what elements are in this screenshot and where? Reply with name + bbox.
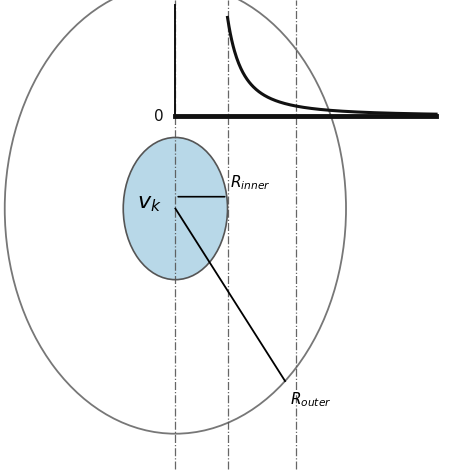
Text: $R_{inner}$: $R_{inner}$: [230, 173, 271, 192]
Ellipse shape: [123, 137, 228, 280]
Text: $v_k$: $v_k$: [137, 194, 162, 214]
Text: 0: 0: [154, 109, 164, 124]
Text: $R_{outer}$: $R_{outer}$: [290, 391, 331, 409]
Text: $Df_k$: $Df_k$: [178, 0, 212, 2]
